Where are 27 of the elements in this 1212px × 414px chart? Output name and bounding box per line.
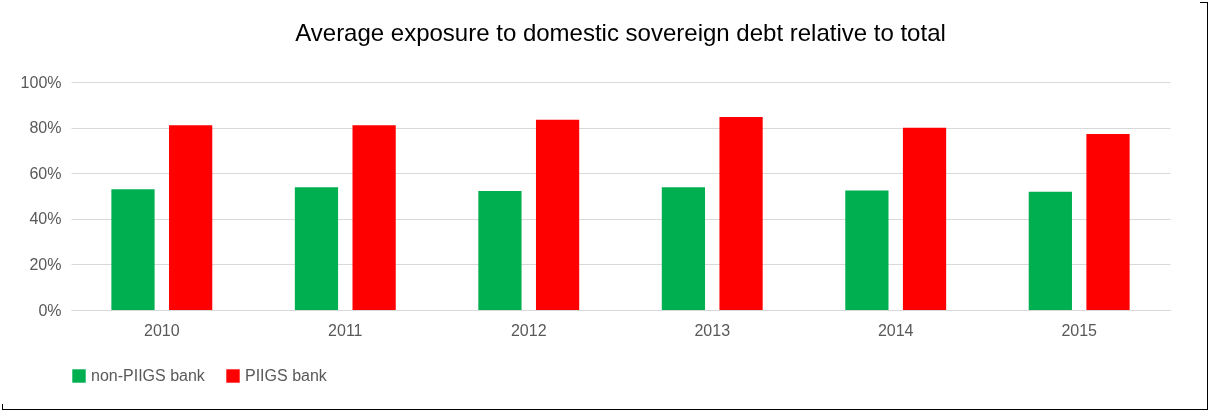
bar bbox=[845, 190, 889, 310]
y-tick-label: 20% bbox=[29, 255, 62, 273]
y-tick-label: 0% bbox=[38, 301, 62, 319]
y-tick-label: 40% bbox=[29, 210, 62, 228]
x-tick-label: 2010 bbox=[144, 321, 180, 339]
bar bbox=[294, 187, 339, 310]
bar bbox=[661, 187, 706, 310]
x-tick-label: 2015 bbox=[1061, 321, 1098, 339]
bar bbox=[111, 189, 155, 310]
y-tick-label: 100% bbox=[20, 73, 62, 91]
bar bbox=[169, 125, 213, 310]
bar bbox=[535, 119, 580, 310]
legend-label: PIIGS bank bbox=[245, 367, 328, 384]
y-tick-label: 60% bbox=[29, 164, 62, 182]
bar bbox=[1086, 133, 1130, 310]
x-tick-label: 2014 bbox=[877, 321, 914, 339]
y-tick-label: 80% bbox=[29, 119, 62, 137]
bar bbox=[719, 117, 763, 310]
x-tick-label: 2013 bbox=[694, 321, 731, 339]
x-tick-label: 2011 bbox=[328, 321, 363, 339]
bar bbox=[902, 127, 947, 310]
bar bbox=[478, 190, 522, 310]
bar bbox=[1028, 191, 1072, 310]
bar bbox=[352, 125, 396, 310]
legend-label: non-PIIGS bank bbox=[91, 367, 206, 384]
x-tick-label: 2012 bbox=[510, 321, 547, 339]
chart-title: Average exposure to domestic sovereign debt relative to total bbox=[295, 19, 946, 46]
